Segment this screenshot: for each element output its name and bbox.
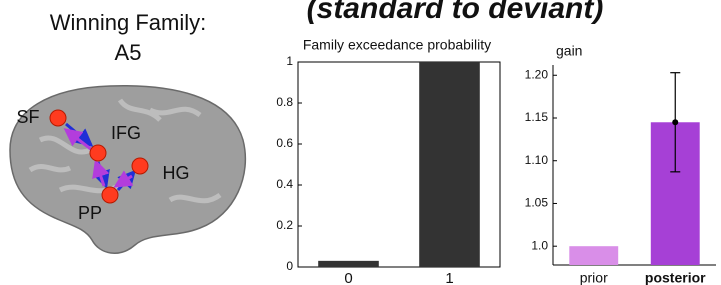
x-tick-label: 1 [445, 270, 453, 285]
brain [10, 86, 245, 253]
y-tick-label: 1.10 [525, 153, 549, 167]
figure: (standard to deviant) Winning Family: A5… [0, 0, 721, 285]
node [90, 145, 106, 161]
x-tick-label: 0 [344, 270, 352, 285]
node-label: SF [16, 107, 39, 127]
bar [419, 62, 480, 267]
diagram-header: A5 [115, 40, 142, 65]
y-tick-label: 1.20 [525, 67, 549, 81]
y-tick-label: 0.2 [276, 218, 293, 232]
bar [318, 261, 379, 267]
node-label: PP [78, 203, 102, 223]
node [132, 158, 148, 174]
y-tick-label: 0.6 [276, 136, 293, 150]
y-tick-label: 1.0 [531, 238, 548, 252]
y-tick-label: 1.05 [525, 196, 549, 210]
diagram-header: Winning Family: [50, 10, 206, 35]
bar [569, 246, 618, 265]
x-tick-label: prior [580, 270, 608, 285]
mean-dot [672, 119, 678, 125]
y-tick-label: 0.8 [276, 95, 293, 109]
y-tick-label: 0 [286, 259, 293, 273]
node [102, 187, 118, 203]
y-tick-label: 0.4 [276, 177, 293, 191]
node-label: HG [163, 163, 190, 183]
y-tick-label: 1.15 [525, 110, 549, 124]
chart-title: Family exceedance probability [303, 37, 491, 53]
node-label: IFG [111, 123, 141, 143]
y-tick-label: 1 [286, 54, 293, 68]
figure-title: (standard to deviant) [307, 0, 604, 25]
x-tick-label: posterior [645, 270, 706, 285]
y-axis-label: gain [556, 43, 582, 59]
node [50, 110, 66, 126]
